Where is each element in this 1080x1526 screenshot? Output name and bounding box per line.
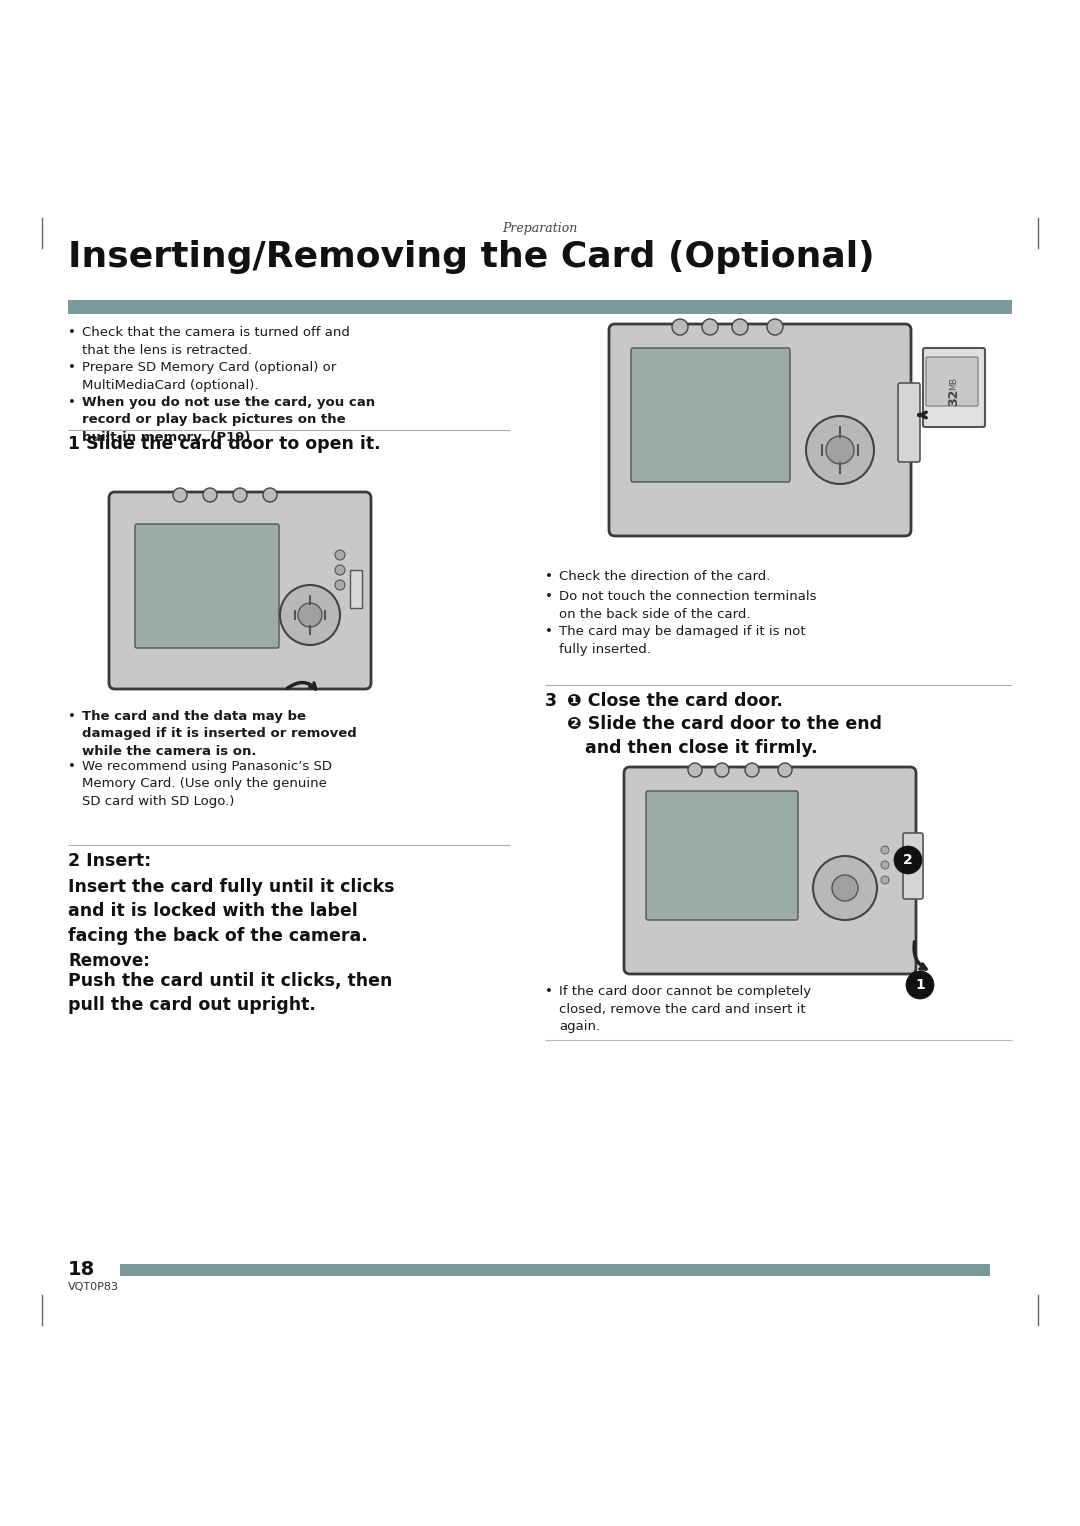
Circle shape <box>715 763 729 777</box>
Circle shape <box>280 584 340 645</box>
Text: •: • <box>68 327 76 339</box>
Circle shape <box>732 319 748 336</box>
FancyBboxPatch shape <box>135 523 279 649</box>
Bar <box>120 1264 990 1276</box>
Text: When you do not use the card, you can
record or play back pictures on the
built-: When you do not use the card, you can re… <box>82 397 375 444</box>
Text: •: • <box>545 591 553 603</box>
Text: •: • <box>68 710 76 723</box>
Text: ❶ Close the card door.: ❶ Close the card door. <box>567 691 783 710</box>
Text: We recommend using Panasonic’s SD
Memory Card. (Use only the genuine
SD card wit: We recommend using Panasonic’s SD Memory… <box>82 760 332 807</box>
Bar <box>350 571 362 607</box>
Text: •: • <box>68 362 76 374</box>
Text: 3: 3 <box>545 691 557 710</box>
FancyBboxPatch shape <box>903 833 923 899</box>
Text: 2: 2 <box>903 853 913 867</box>
Text: Check that the camera is turned off and
that the lens is retracted.: Check that the camera is turned off and … <box>82 327 350 357</box>
Circle shape <box>335 580 345 591</box>
Circle shape <box>881 861 889 868</box>
Text: Push the card until it clicks, then
pull the card out upright.: Push the card until it clicks, then pull… <box>68 972 392 1015</box>
Circle shape <box>778 763 792 777</box>
FancyBboxPatch shape <box>926 357 978 406</box>
Circle shape <box>233 488 247 502</box>
Circle shape <box>672 319 688 336</box>
Circle shape <box>894 845 922 874</box>
Circle shape <box>813 856 877 920</box>
Circle shape <box>767 319 783 336</box>
Circle shape <box>264 488 276 502</box>
Circle shape <box>335 549 345 560</box>
Text: Prepare SD Memory Card (optional) or
MultiMediaCard (optional).: Prepare SD Memory Card (optional) or Mul… <box>82 362 336 392</box>
Circle shape <box>806 417 874 484</box>
Text: ❷ Slide the card door to the end
   and then close it firmly.: ❷ Slide the card door to the end and the… <box>567 716 882 757</box>
Circle shape <box>881 876 889 884</box>
Text: 2 Insert:: 2 Insert: <box>68 852 151 870</box>
Bar <box>924 407 947 426</box>
FancyBboxPatch shape <box>646 790 798 920</box>
Circle shape <box>702 319 718 336</box>
Text: Check the direction of the card.: Check the direction of the card. <box>559 571 770 583</box>
FancyBboxPatch shape <box>609 324 912 536</box>
Circle shape <box>298 603 322 627</box>
Text: Remove:: Remove: <box>68 952 150 971</box>
Text: VQT0P83: VQT0P83 <box>68 1282 119 1293</box>
Circle shape <box>203 488 217 502</box>
Text: •: • <box>545 571 553 583</box>
Text: Insert the card fully until it clicks
and it is locked with the label
facing the: Insert the card fully until it clicks an… <box>68 877 394 945</box>
Text: MB: MB <box>949 377 959 389</box>
Circle shape <box>173 488 187 502</box>
Circle shape <box>906 971 934 1000</box>
Text: The card may be damaged if it is not
fully inserted.: The card may be damaged if it is not ful… <box>559 626 806 656</box>
Text: 1 Slide the card door to open it.: 1 Slide the card door to open it. <box>68 435 380 453</box>
Text: Inserting/Removing the Card (Optional): Inserting/Removing the Card (Optional) <box>68 240 875 275</box>
Circle shape <box>826 436 854 464</box>
Bar <box>68 301 1012 314</box>
Text: 18: 18 <box>68 1260 95 1279</box>
Text: If the card door cannot be completely
closed, remove the card and insert it
agai: If the card door cannot be completely cl… <box>559 984 811 1033</box>
Circle shape <box>881 845 889 855</box>
FancyBboxPatch shape <box>897 383 920 462</box>
FancyBboxPatch shape <box>109 491 372 690</box>
Text: 1: 1 <box>915 978 924 992</box>
Text: •: • <box>545 984 553 998</box>
Circle shape <box>688 763 702 777</box>
Text: •: • <box>68 760 76 774</box>
Circle shape <box>745 763 759 777</box>
Text: •: • <box>68 397 76 409</box>
Circle shape <box>832 874 858 900</box>
FancyBboxPatch shape <box>624 768 916 974</box>
Text: The card and the data may be
damaged if it is inserted or removed
while the came: The card and the data may be damaged if … <box>82 710 356 758</box>
Text: 32: 32 <box>947 388 960 406</box>
Circle shape <box>335 565 345 575</box>
Text: Preparation: Preparation <box>502 221 578 235</box>
FancyBboxPatch shape <box>923 348 985 427</box>
Text: Do not touch the connection terminals
on the back side of the card.: Do not touch the connection terminals on… <box>559 591 816 621</box>
Text: •: • <box>545 626 553 638</box>
FancyBboxPatch shape <box>631 348 789 482</box>
